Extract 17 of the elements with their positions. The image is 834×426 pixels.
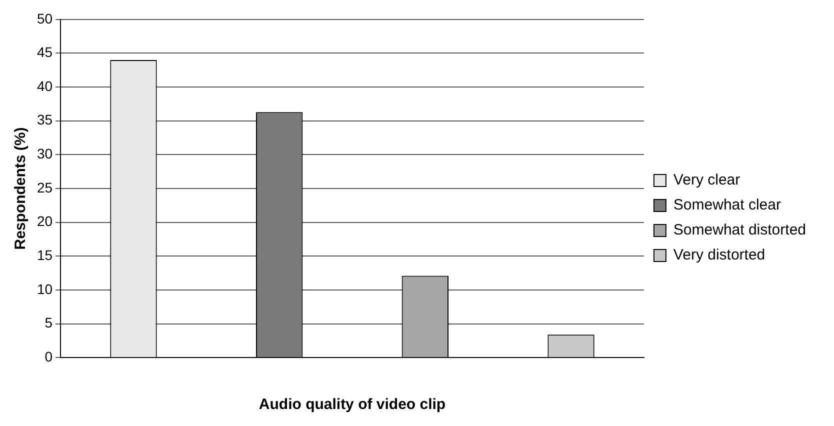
y-tick-label: 30: [36, 146, 53, 162]
y-tick-label: 20: [36, 213, 53, 230]
legend-label: Somewhat clear: [673, 196, 781, 214]
y-tick-label: 5: [44, 314, 53, 331]
y-tick-label: 0: [44, 348, 53, 364]
legend-label: Somewhat distorted: [673, 222, 806, 239]
y-tick-label: 40: [36, 78, 53, 94]
y-tick-label: 10: [36, 280, 53, 297]
legend-label: Very clear: [673, 172, 740, 189]
y-axis-title: Respondents (%): [12, 127, 30, 250]
y-tick-label: 15: [36, 247, 53, 263]
legend-label: Very distorted: [673, 246, 766, 264]
y-tick-label: 35: [36, 112, 53, 128]
y-tick-label: 45: [36, 44, 53, 60]
x-axis-title: Audio quality of video clip: [258, 396, 446, 414]
y-tick-label: 50: [36, 10, 53, 26]
y-tick-label: 25: [36, 179, 53, 196]
